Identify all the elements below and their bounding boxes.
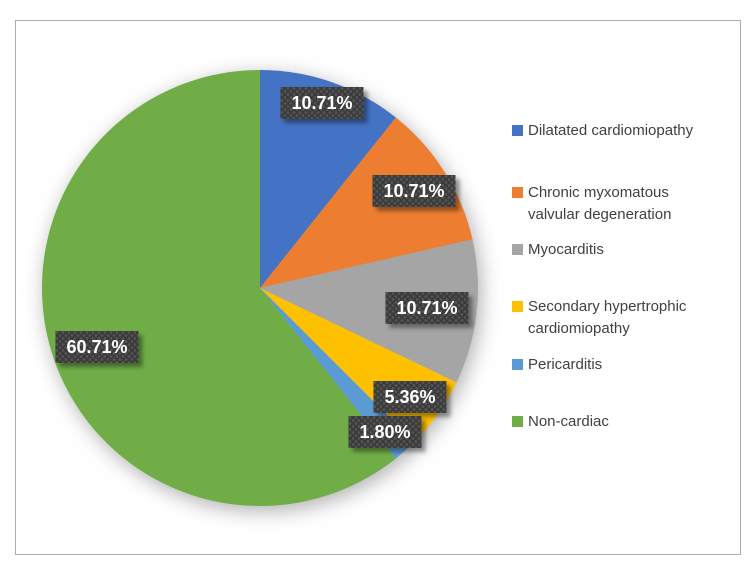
legend-item-chronic-myxomatous-valvular-degeneration: Chronic myxomatous valvular degeneration: [512, 182, 718, 226]
legend-item-label: Secondary hypertrophic cardiomiopathy: [528, 298, 687, 337]
legend-item-myocarditis: Myocarditis: [512, 239, 718, 261]
pie-data-label-non-cardiac: 60.71%: [55, 331, 138, 363]
pie-data-label-secondary-hypertrophic-cardiomiopathy: 5.36%: [373, 381, 446, 413]
pie-data-label-myocarditis: 10.71%: [385, 292, 468, 324]
legend-item-label: Chronic myxomatous valvular degeneration: [528, 184, 672, 223]
legend-marker-icon: [512, 125, 523, 136]
legend-marker-icon: [512, 301, 523, 312]
legend-item-label: Non-cardiac: [528, 413, 609, 430]
legend-marker-icon: [512, 187, 523, 198]
pie-slice-myocarditis: [260, 239, 479, 383]
pie-slice-pericarditis: [260, 288, 415, 459]
pie-slice-non-cardiac: [42, 70, 396, 506]
legend-item-label: Myocarditis: [528, 241, 604, 258]
pie-data-label-pericarditis: 1.80%: [348, 416, 421, 448]
legend-marker-icon: [512, 359, 523, 370]
legend-item-pericarditis: Pericarditis: [512, 354, 718, 376]
chart-legend: Dilatated cardiomiopathy Chronic myxomato…: [512, 0, 727, 571]
legend-marker-icon: [512, 244, 523, 255]
legend-item-non-cardiac: Non-cardiac: [512, 411, 718, 433]
legend-item-secondary-hypertrophic-cardiomiopathy: Secondary hypertrophic cardiomiopathy: [512, 296, 718, 340]
legend-marker-icon: [512, 416, 523, 427]
pie-slice-dilatated-cardiomiopathy: [260, 70, 396, 288]
legend-item-label: Pericarditis: [528, 356, 603, 373]
legend-item-label: Dilatated cardiomiopathy: [528, 122, 694, 139]
pie-data-label-chronic-myxomatous-valvular-degeneration: 10.71%: [372, 175, 455, 207]
pie-slice-chronic-myxomatous-valvular-degeneration: [260, 117, 473, 289]
legend-item-dilatated-cardiomiopathy: Dilatated cardiomiopathy: [512, 120, 718, 142]
pie-data-label-dilatated-cardiomiopathy: 10.71%: [280, 87, 363, 119]
